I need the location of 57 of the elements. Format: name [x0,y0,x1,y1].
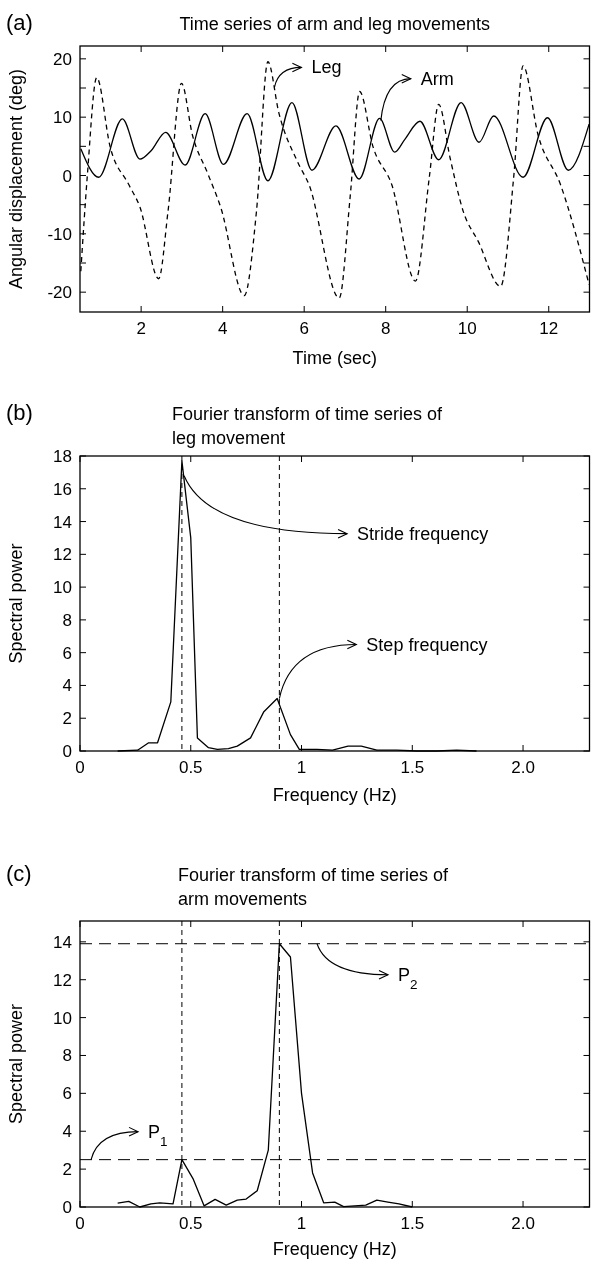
x-tick-label: 8 [380,319,391,338]
y-tick-label: 10 [53,108,72,128]
x-tick-label: 10 [457,319,477,338]
y-axis-title: Angular displacement (deg) [6,68,26,290]
y-tick-label: 4 [62,676,72,696]
y-tick-label: 20 [53,49,72,69]
y-tick-label: 12 [53,970,72,990]
annotation: Leg [311,57,342,78]
y-tick-label: -20 [47,283,72,303]
x-tick-label: 2.0 [511,758,535,777]
annotation: P$_{2}$ [398,964,418,992]
x-tick-label: 0 [75,758,85,777]
y-tick-label: 18 [53,447,72,466]
y-axis-title: Spectral power [6,1003,26,1125]
x-axis-title: Frequency (Hz) [272,1239,397,1259]
y-tick-label: 10 [53,578,72,598]
x-tick-label: 2 [136,319,146,338]
y-tick-label: 14 [53,512,72,532]
y-tick-label: 2 [62,709,72,729]
x-tick-label: 6 [299,319,309,338]
x-tick-label: 1.5 [400,1214,425,1233]
y-tick-label: 12 [53,545,72,565]
y-tick-label: 8 [62,610,72,630]
annotation: Step frequency [366,634,488,655]
annotation: Stride frequency [357,523,489,544]
y-tick-label: 0 [62,166,72,186]
x-tick-label: 12 [539,319,559,338]
y-tick-label: 14 [53,932,72,952]
chart-title: Time series of arm and leg movements [179,14,490,34]
annotation: P$_{1}$ [148,1121,168,1149]
x-tick-label: 1 [296,1214,307,1233]
x-axis-title: Frequency (Hz) [272,785,397,805]
y-tick-label: 2 [62,1160,72,1180]
x-tick-label: 0.5 [178,758,203,777]
chart-title: Fourier transform of time series of arm movements [178,865,450,909]
x-tick-label: 1 [296,758,307,777]
y-tick-label: 8 [62,1046,72,1066]
x-axis-title: Time (sec) [292,348,377,368]
x-tick-label: 4 [217,319,228,338]
y-tick-label: 16 [53,479,72,499]
y-tick-label: 0 [62,742,72,761]
x-tick-label: 1.5 [400,758,425,777]
text: (c) [6,861,32,886]
y-tick-label: 10 [53,1008,72,1028]
y-tick-label: 4 [62,1122,72,1142]
text: (b) [6,400,33,425]
y-tick-label: 6 [62,643,72,663]
chart-title: Fourier transform of time series of leg movement [172,404,444,448]
x-tick-label: 0.5 [178,1214,203,1233]
y-tick-label: 0 [62,1198,72,1217]
y-axis-title: Spectral power [6,543,26,664]
annotation: Arm [420,68,454,89]
x-tick-label: 2.0 [511,1214,535,1233]
y-tick-label: 6 [62,1084,72,1104]
x-tick-label: 0 [75,1214,85,1233]
y-tick-label: -10 [47,224,72,244]
text: (a) [6,10,33,35]
